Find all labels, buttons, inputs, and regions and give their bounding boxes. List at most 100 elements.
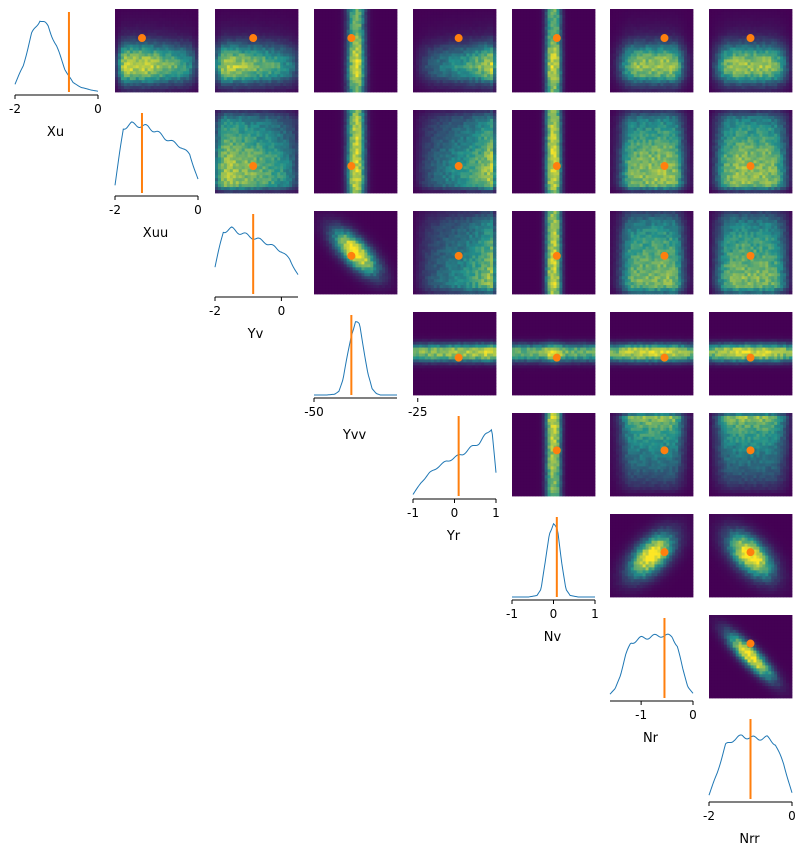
heatmap-cell: [186, 62, 190, 66]
heatmap-cell: [445, 71, 449, 75]
heatmap-cell: [388, 11, 392, 16]
heatmap-cell: [135, 26, 140, 31]
heatmap-cell: [256, 35, 260, 40]
heatmap-cell: [126, 50, 131, 54]
heatmap-cell: [418, 62, 423, 66]
heatmap-cell: [192, 23, 196, 28]
heatmap-cell: [657, 50, 661, 54]
heatmap-cell: [684, 47, 688, 51]
heatmap-cell: [481, 68, 485, 72]
joint-cell-Xu-Nr: [610, 9, 694, 93]
heatmap-cell: [120, 17, 125, 22]
heatmap-cell: [322, 20, 327, 25]
heatmap-cell: [223, 89, 228, 93]
heatmap-cell: [325, 32, 330, 37]
heatmap-cell: [493, 89, 497, 93]
heatmap-cell: [367, 9, 371, 13]
heatmap-cell: [314, 17, 318, 22]
heatmap-cell: [244, 80, 248, 84]
heatmap-cell: [424, 14, 429, 19]
heatmap-cell: [457, 65, 461, 69]
heatmap-cell: [117, 80, 122, 84]
heatmap-cell: [355, 65, 359, 69]
heatmap-cell: [141, 62, 146, 66]
heatmap-cell: [135, 17, 140, 22]
heatmap-cell: [475, 83, 479, 87]
heatmap-cell: [147, 68, 151, 72]
heatmap-cell: [247, 74, 251, 78]
heatmap-cell: [451, 14, 455, 19]
heatmap-cell: [165, 86, 169, 90]
heatmap-cell: [472, 38, 476, 42]
heatmap-cell: [514, 38, 519, 42]
heatmap-cell: [217, 89, 222, 93]
heatmap-cell: [615, 32, 620, 37]
heatmap-cell: [120, 20, 125, 25]
heatmap-cell: [720, 26, 725, 31]
heatmap-cell: [180, 17, 184, 22]
heatmap-cell: [457, 50, 461, 54]
heatmap-cell: [430, 41, 435, 45]
heatmap-cell: [259, 77, 263, 81]
heatmap-cell: [463, 53, 467, 57]
heatmap-cell: [454, 44, 458, 48]
heatmap-cell: [526, 53, 531, 57]
heatmap-cell: [526, 9, 531, 13]
heatmap-cell: [259, 80, 263, 84]
heatmap-cell: [123, 86, 128, 90]
heatmap-cell: [418, 74, 423, 78]
heatmap-cell: [526, 89, 531, 93]
heatmap-cell: [610, 59, 614, 63]
heatmap-cell: [115, 29, 119, 34]
heatmap-cell: [454, 41, 458, 45]
heatmap-cell: [493, 26, 497, 31]
heatmap-cell: [337, 68, 342, 72]
heatmap-cell: [424, 80, 429, 84]
heatmap-cell: [292, 56, 296, 60]
heatmap-cell: [571, 11, 575, 16]
heatmap-cell: [340, 68, 345, 72]
heatmap-cell: [541, 65, 545, 69]
heatmap-cell: [735, 38, 740, 42]
heatmap-cell: [639, 86, 643, 90]
heatmap-cell: [319, 83, 324, 87]
heatmap-cell: [484, 23, 488, 28]
heatmap-cell: [370, 62, 374, 66]
heatmap-cell: [421, 26, 426, 31]
heatmap-cell: [340, 9, 345, 13]
heatmap-cell: [654, 80, 658, 84]
heatmap-cell: [244, 86, 248, 90]
heatmap-cell: [481, 44, 485, 48]
heatmap-cell: [195, 35, 199, 40]
heatmap-cell: [732, 38, 737, 42]
heatmap-cell: [580, 65, 584, 69]
heatmap-cell: [463, 71, 467, 75]
heatmap-cell: [226, 50, 231, 54]
heatmap-cell: [244, 14, 248, 19]
heatmap-cell: [171, 11, 175, 16]
heatmap-cell: [217, 38, 222, 42]
heatmap-cell: [346, 65, 350, 69]
heatmap-cell: [247, 29, 251, 34]
heatmap-cell: [331, 47, 336, 51]
heatmap-cell: [277, 68, 281, 72]
heatmap-cell: [271, 9, 275, 13]
heatmap-cell: [709, 89, 713, 93]
heatmap-cell: [195, 65, 199, 69]
heatmap-cell: [274, 50, 278, 54]
heatmap-cell: [532, 20, 537, 25]
heatmap-cell: [550, 11, 554, 16]
heatmap-cell: [215, 38, 219, 42]
heatmap-cell: [138, 77, 143, 81]
heatmap-cell: [144, 23, 148, 28]
heatmap-cell: [138, 74, 143, 78]
heatmap-cell: [388, 26, 392, 31]
heatmap-cell: [370, 77, 374, 81]
heatmap-cell: [571, 74, 575, 78]
heatmap-cell: [532, 47, 537, 51]
heatmap-cell: [283, 38, 287, 42]
heatmap-cell: [484, 53, 488, 57]
heatmap-cell: [565, 23, 569, 28]
heatmap-cell: [583, 14, 587, 19]
heatmap-cell: [165, 11, 169, 16]
